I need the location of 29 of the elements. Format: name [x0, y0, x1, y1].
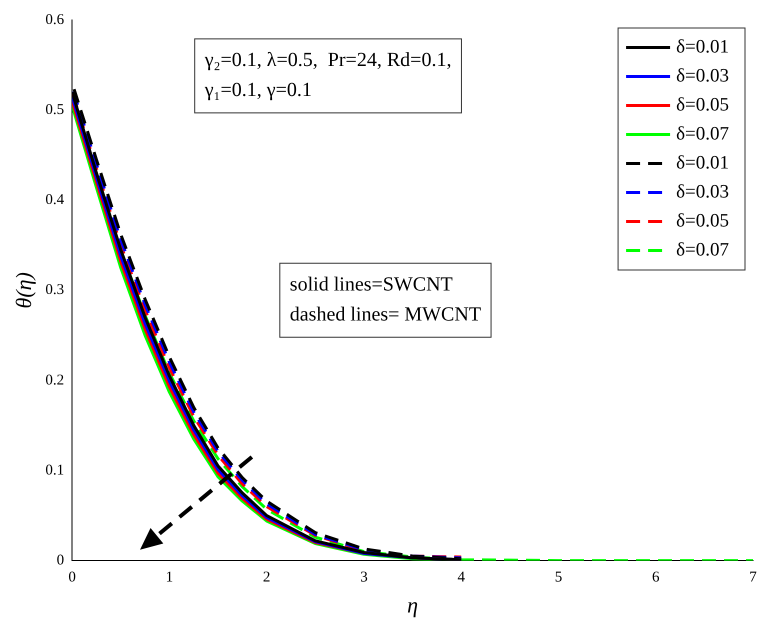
y-tick-label: 0.4	[45, 192, 65, 208]
x-tick-label: 4	[457, 570, 466, 586]
annotation: dashed lines= MWCNT	[290, 304, 482, 326]
y-tick-label: 0.3	[45, 282, 64, 298]
legend-label: δ=0.03	[676, 181, 730, 202]
y-tick-label: 0.2	[45, 372, 64, 388]
x-tick-label: 0	[68, 570, 76, 586]
annotation: γ₁=0.1, γ=0.1	[204, 79, 312, 102]
legend-label: δ=0.07	[676, 123, 730, 144]
x-axis-title: η	[407, 592, 418, 618]
y-tick-label: 0.5	[45, 102, 64, 118]
x-tick-label: 7	[749, 570, 758, 586]
annotation: γ₂=0.1, λ=0.5, Pr=24, Rd=0.1,	[204, 49, 452, 72]
annotation: solid lines=SWCNT	[290, 274, 453, 296]
legend-label: δ=0.05	[676, 94, 730, 116]
legend-label: δ=0.01	[676, 152, 730, 174]
y-tick-label: 0.1	[45, 462, 64, 478]
y-tick-label: 0	[56, 552, 64, 569]
legend-label: δ=0.03	[676, 65, 730, 86]
y-tick-label: 0.6	[45, 12, 65, 28]
legend-label: δ=0.01	[676, 36, 730, 58]
x-tick-label: 5	[554, 570, 562, 586]
x-tick-label: 3	[360, 570, 368, 586]
x-tick-label: 2	[262, 570, 270, 586]
legend-label: δ=0.07	[676, 239, 730, 260]
x-tick-label: 1	[166, 570, 174, 586]
legend-label: δ=0.05	[676, 210, 730, 232]
y-axis-title: θ(η)	[10, 272, 36, 308]
x-tick-label: 6	[652, 570, 660, 586]
